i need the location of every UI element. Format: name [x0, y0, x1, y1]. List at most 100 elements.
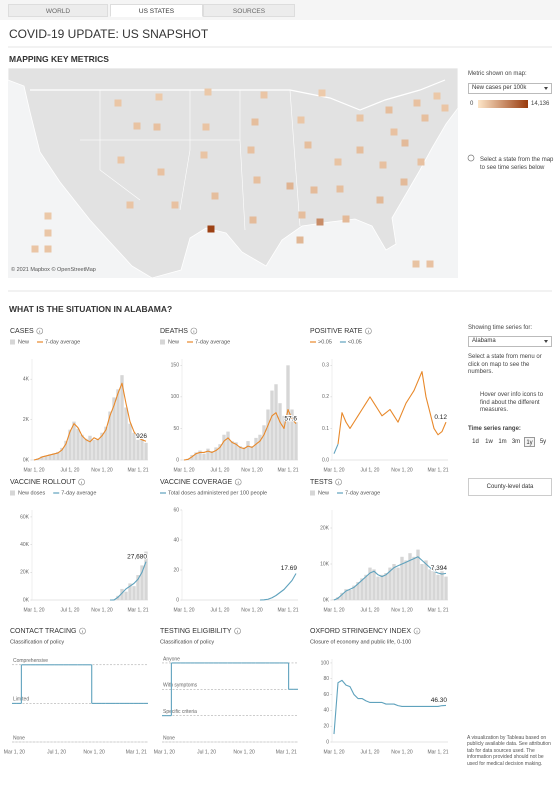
- state-marker[interactable]: [31, 245, 39, 253]
- bar: [80, 434, 84, 460]
- state-marker[interactable]: [441, 104, 449, 112]
- state-marker[interactable]: [44, 212, 52, 220]
- state-marker[interactable]: [417, 158, 425, 166]
- legend-label: New: [18, 339, 29, 345]
- bar: [352, 585, 356, 600]
- state-marker[interactable]: [400, 178, 408, 186]
- bar: [388, 567, 392, 600]
- state-marker[interactable]: [247, 146, 255, 154]
- state-marker[interactable]: [260, 91, 268, 99]
- chart: CASES New 7-day average 0K 2K 4K Mar 1, 20 Jul …: [10, 327, 149, 473]
- section-heading: MAPPING KEY METRICS: [9, 54, 109, 64]
- state-marker[interactable]: [356, 146, 364, 154]
- info-icon[interactable]: [78, 478, 85, 486]
- chart-subtitle: Classification of policy: [160, 639, 214, 645]
- metric-dropdown[interactable]: New cases per 100k: [468, 83, 552, 94]
- state-marker[interactable]: [310, 186, 318, 194]
- chart: TESTS New 7-day average 0K 10K 20K Mar 1, 20 Ju…: [310, 478, 449, 613]
- state-marker[interactable]: [304, 141, 312, 149]
- bar: [108, 411, 112, 460]
- range-button[interactable]: 1m: [498, 439, 507, 445]
- info-icon[interactable]: [234, 478, 242, 486]
- state-marker[interactable]: [157, 168, 165, 176]
- range-button[interactable]: 1w: [485, 439, 493, 445]
- chart: DEATHS New 7-day average 0 50 100 150 Mar 1, 20…: [160, 327, 299, 473]
- bar: [420, 564, 424, 600]
- state-marker[interactable]: [133, 122, 141, 130]
- bar: [132, 586, 136, 600]
- map-land[interactable]: [7, 67, 459, 279]
- state-marker[interactable]: [421, 114, 429, 122]
- tab[interactable]: WORLD: [8, 4, 108, 17]
- x-tick-label: Mar 1, 21: [127, 607, 148, 613]
- tab[interactable]: SOURCES: [203, 4, 295, 17]
- state-marker[interactable]: [413, 99, 421, 107]
- state-marker[interactable]: [385, 106, 393, 114]
- state-marker[interactable]: [207, 225, 215, 233]
- state-marker[interactable]: [342, 215, 350, 223]
- state-marker[interactable]: [297, 116, 305, 124]
- bar: [218, 444, 222, 460]
- range-button[interactable]: 1y: [524, 437, 535, 447]
- info-icon[interactable]: [413, 627, 421, 635]
- state-marker[interactable]: [200, 151, 208, 159]
- map-attribution: © 2021 Mapbox © OpenStreetMap: [11, 267, 96, 273]
- y-tick-label: 60: [173, 507, 179, 513]
- range-button[interactable]: 5y: [539, 439, 547, 445]
- state-marker[interactable]: [249, 216, 257, 224]
- tab[interactable]: US STATES: [110, 4, 203, 17]
- range-button[interactable]: 3m: [511, 439, 521, 445]
- range-button[interactable]: 1d: [472, 439, 479, 445]
- state-marker[interactable]: [253, 176, 261, 184]
- state-marker[interactable]: [251, 118, 259, 126]
- state-marker[interactable]: [155, 93, 163, 101]
- state-marker[interactable]: [202, 123, 210, 131]
- bar: [282, 415, 286, 460]
- state-marker[interactable]: [376, 196, 384, 204]
- state-marker[interactable]: [204, 88, 212, 96]
- bar: [202, 453, 206, 460]
- state-marker[interactable]: [390, 128, 398, 136]
- info-icon[interactable]: [79, 627, 86, 635]
- info-icon[interactable]: [335, 478, 342, 486]
- state-marker[interactable]: [153, 123, 161, 131]
- state-marker[interactable]: [401, 139, 409, 147]
- state-marker[interactable]: [433, 92, 441, 100]
- info-icon[interactable]: [190, 327, 198, 335]
- state-marker[interactable]: [286, 182, 294, 190]
- bar: [432, 567, 436, 600]
- state-dropdown[interactable]: Alabama: [468, 336, 552, 347]
- chart-subtitle: Closure of economy and public life, 0-10…: [310, 639, 411, 645]
- x-tick-label: Jul 1, 20: [361, 607, 380, 613]
- info-icon[interactable]: [365, 327, 372, 335]
- state-marker[interactable]: [318, 89, 326, 97]
- end-value-label: 27,680: [127, 553, 147, 560]
- state-marker[interactable]: [316, 218, 324, 226]
- state-marker[interactable]: [44, 245, 52, 253]
- county-button-label[interactable]: County-level data: [486, 484, 534, 490]
- bar: [440, 571, 444, 600]
- bar: [360, 578, 364, 600]
- state-marker[interactable]: [336, 185, 344, 193]
- info-icon[interactable]: [234, 627, 241, 635]
- state-marker[interactable]: [171, 201, 179, 209]
- info-hint: Hover over info icons to find about the …: [480, 392, 544, 413]
- bar: [238, 446, 242, 460]
- state-marker[interactable]: [298, 211, 306, 219]
- state-marker[interactable]: [126, 201, 134, 209]
- state-marker[interactable]: [296, 236, 304, 244]
- chart: TESTING ELIGIBILITY Classification of pol…: [154, 627, 298, 755]
- state-marker[interactable]: [412, 260, 420, 268]
- state-marker[interactable]: [44, 229, 52, 237]
- info-icon[interactable]: [36, 327, 44, 335]
- state-marker[interactable]: [117, 156, 125, 164]
- state-marker[interactable]: [334, 158, 342, 166]
- state-marker[interactable]: [356, 114, 364, 122]
- state-marker[interactable]: [114, 99, 122, 107]
- line: [33, 382, 147, 461]
- state-marker[interactable]: [211, 192, 219, 200]
- state-marker[interactable]: [379, 161, 387, 169]
- state-marker[interactable]: [426, 260, 434, 268]
- county-button[interactable]: County-level data: [468, 478, 552, 496]
- legend-label: 7-day average: [195, 339, 230, 345]
